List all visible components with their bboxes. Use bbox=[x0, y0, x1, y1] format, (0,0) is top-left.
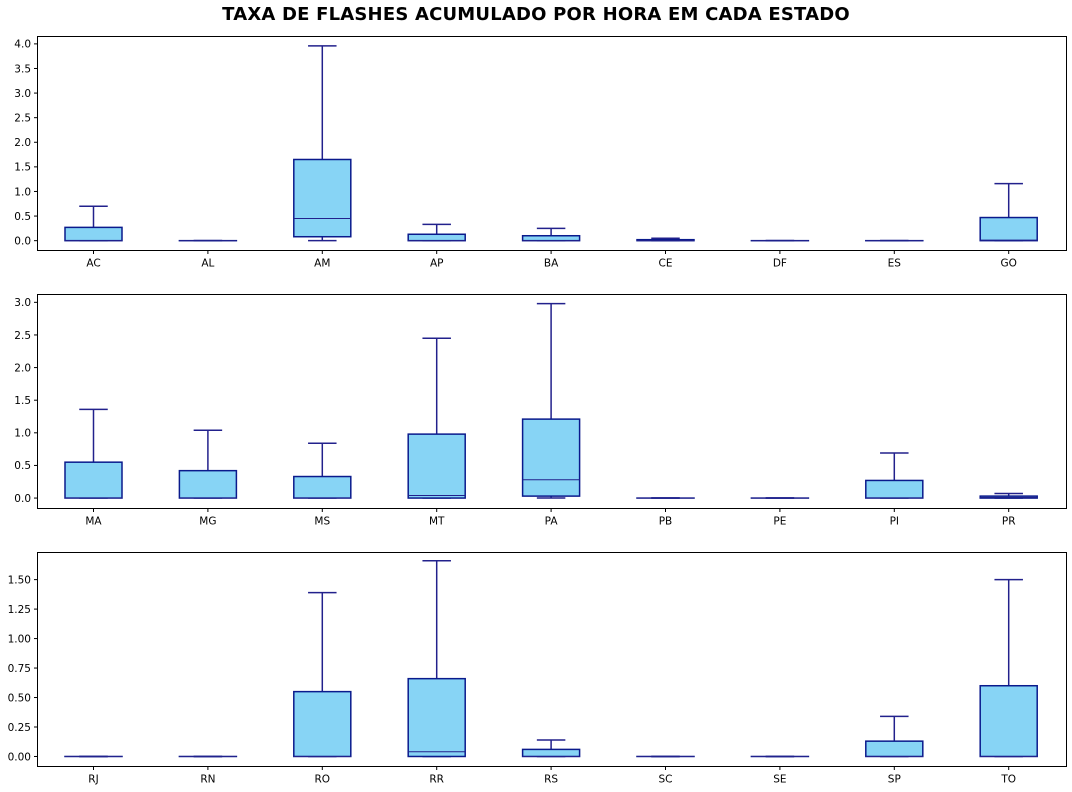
x-tick-label: MG bbox=[199, 516, 216, 528]
boxplot-panel-1: 0.0 0.5 1.0 1.5 2.0 2.5 3.0 3.5 4.0 AC AL AM AP BA CE D… bbox=[0, 36, 1072, 276]
axes-frame bbox=[38, 37, 1067, 251]
y-tick-label: 2.0 bbox=[14, 362, 31, 374]
box-body bbox=[294, 692, 351, 757]
box-body bbox=[866, 741, 923, 756]
x-tick-label: SE bbox=[773, 774, 786, 786]
y-tick-label: 1.5 bbox=[14, 162, 31, 174]
y-tick-label: 1.0 bbox=[14, 428, 31, 440]
y-tick-label: 0.0 bbox=[14, 235, 31, 247]
box-to bbox=[980, 580, 1037, 757]
box-body bbox=[294, 477, 351, 499]
x-tick-label: CE bbox=[659, 258, 673, 270]
box-ap bbox=[408, 224, 465, 240]
x-tick-label: AC bbox=[86, 258, 100, 270]
y-tick-label: 3.0 bbox=[14, 88, 31, 100]
box-body bbox=[408, 434, 465, 498]
box-rr bbox=[408, 561, 465, 757]
box-body bbox=[179, 471, 236, 498]
x-tick-label: MS bbox=[314, 516, 330, 528]
x-tick-label: RJ bbox=[88, 774, 98, 786]
box-body bbox=[65, 227, 122, 240]
box-body bbox=[523, 236, 580, 241]
x-tick-label: TO bbox=[1000, 774, 1016, 786]
y-tick-label: 0.0 bbox=[14, 493, 31, 505]
box-sp bbox=[866, 716, 923, 756]
box-body bbox=[294, 159, 351, 236]
y-tick-label: 0.5 bbox=[14, 460, 31, 472]
y-tick-label: 2.5 bbox=[14, 330, 31, 342]
x-tick-label: PR bbox=[1002, 516, 1016, 528]
box-go bbox=[980, 184, 1037, 241]
x-tick-label: PE bbox=[773, 516, 786, 528]
boxplot-panel-3: 0.00 0.25 0.50 0.75 1.00 1.25 1.50 RJ RN RO RR RS SC… bbox=[0, 552, 1072, 792]
box-body bbox=[980, 686, 1037, 757]
x-tick-label: ES bbox=[888, 258, 902, 270]
x-tick-label: SP bbox=[888, 774, 901, 786]
y-tick-label: 1.50 bbox=[8, 574, 31, 586]
y-tick-label: 0.25 bbox=[8, 722, 31, 734]
x-tick-label: DF bbox=[773, 258, 787, 270]
box-body bbox=[980, 218, 1037, 241]
x-tick-label: PA bbox=[545, 516, 559, 528]
box-body bbox=[523, 419, 580, 496]
box-ms bbox=[294, 443, 351, 498]
box-body bbox=[65, 462, 122, 498]
box-ro bbox=[294, 593, 351, 757]
y-tick-label: 0.50 bbox=[8, 692, 31, 704]
box-am bbox=[294, 46, 351, 241]
y-tick-label: 0.75 bbox=[8, 663, 31, 675]
box-pr bbox=[980, 493, 1037, 498]
y-tick-label: 1.0 bbox=[14, 186, 31, 198]
x-tick-label: RN bbox=[200, 774, 215, 786]
box-pa bbox=[523, 304, 580, 498]
x-tick-label: RO bbox=[315, 774, 331, 786]
box-mg bbox=[179, 430, 236, 498]
x-tick-label: PI bbox=[890, 516, 899, 528]
y-tick-label: 2.5 bbox=[14, 112, 31, 124]
y-tick-label: 3.5 bbox=[14, 63, 31, 75]
box-body bbox=[866, 480, 923, 498]
x-tick-label: AM bbox=[314, 258, 330, 270]
box-body bbox=[523, 749, 580, 756]
box-ba bbox=[523, 228, 580, 240]
y-tick-label: 0.00 bbox=[8, 751, 31, 763]
y-tick-label: 2.0 bbox=[14, 137, 31, 149]
y-tick-label: 1.25 bbox=[8, 604, 31, 616]
box-body bbox=[408, 234, 465, 240]
box-ce bbox=[637, 238, 694, 240]
box-ac bbox=[65, 206, 122, 240]
x-tick-label: MT bbox=[429, 516, 445, 528]
x-tick-label: SC bbox=[659, 774, 673, 786]
x-tick-label: BA bbox=[544, 258, 559, 270]
figure-title: TAXA DE FLASHES ACUMULADO POR HORA EM CA… bbox=[0, 4, 1072, 25]
x-tick-label: RR bbox=[429, 774, 444, 786]
x-tick-label: MA bbox=[85, 516, 102, 528]
box-pi bbox=[866, 453, 923, 498]
axes-frame bbox=[38, 553, 1067, 767]
x-tick-label: AL bbox=[201, 258, 214, 270]
boxplot-panel-2: 0.0 0.5 1.0 1.5 2.0 2.5 3.0 MA MG MS MT PA PB PE PI PR bbox=[0, 294, 1072, 534]
y-tick-label: 4.0 bbox=[14, 39, 31, 51]
y-tick-label: 1.5 bbox=[14, 395, 31, 407]
x-tick-label: PB bbox=[659, 516, 673, 528]
x-tick-label: GO bbox=[1000, 258, 1016, 270]
x-tick-label: AP bbox=[430, 258, 444, 270]
box-ma bbox=[65, 409, 122, 498]
box-rs bbox=[523, 740, 580, 757]
x-tick-label: RS bbox=[544, 774, 558, 786]
box-body bbox=[408, 679, 465, 757]
box-mt bbox=[408, 338, 465, 498]
y-tick-label: 1.00 bbox=[8, 633, 31, 645]
y-tick-label: 3.0 bbox=[14, 297, 31, 309]
y-tick-label: 0.5 bbox=[14, 211, 31, 223]
